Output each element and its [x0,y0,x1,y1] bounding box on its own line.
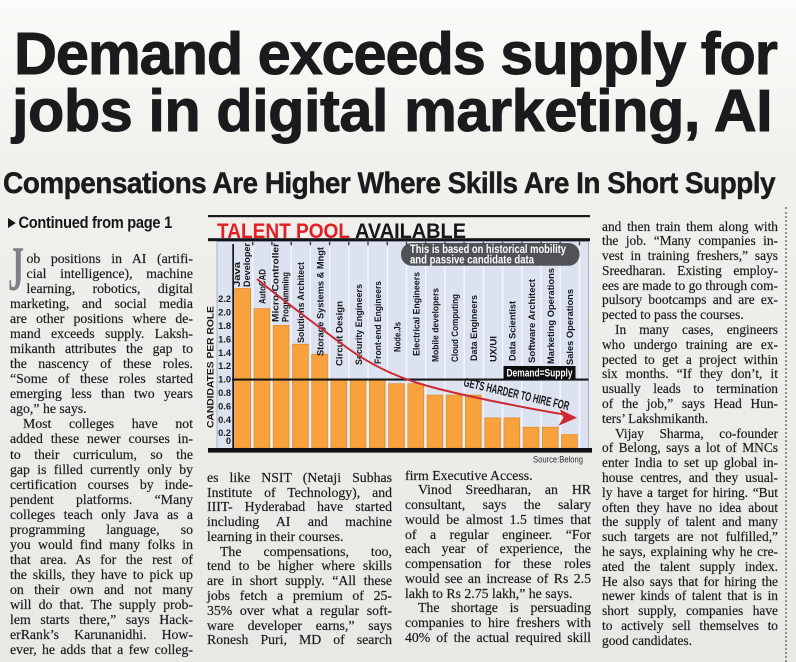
svg-text:Node.Js: Node.Js [392,322,403,352]
svg-text:1.6: 1.6 [218,334,231,344]
svg-text:Developer: Developer [242,243,253,287]
svg-text:Marketing Operations: Marketing Operations [546,268,557,364]
svg-text:CANDIDATES PER ROLE: CANDIDATES PER ROLE [206,306,216,428]
svg-text:Software Architect: Software Architect [527,278,538,363]
svg-text:Micro-Controller: Micro-Controller [271,243,282,322]
svg-text:Mobile developers: Mobile developers [431,288,442,362]
svg-text:Data Engineers: Data Engineers [469,295,480,361]
svg-text:Programming: Programming [281,272,292,322]
svg-text:Source:Belong: Source:Belong [533,455,583,466]
svg-text:Security Engineers: Security Engineers [354,284,365,365]
svg-text:AutoCAD: AutoCAD [258,269,269,304]
svg-text:Front-end Engineers: Front-end Engineers [373,281,384,364]
svg-text:Cloud Computing: Cloud Computing [450,294,461,362]
svg-text:This is based on historical mo: This is based on historical mobility [410,242,566,256]
svg-text:Data Scientist: Data Scientist [508,300,519,361]
svg-text:1.4: 1.4 [218,348,232,358]
svg-text:and passive candidate data: and passive candidate data [410,253,534,267]
svg-text:TALENT POOL: TALENT POOL [217,219,350,243]
svg-text:Solutions Architect: Solutions Architect [296,261,307,343]
svg-text:UX/UI: UX/UI [488,336,499,362]
svg-text:Java: Java [232,261,243,287]
svg-text:Demand=Supply: Demand=Supply [507,368,574,380]
svg-text:Sales Operations: Sales Operations [565,289,576,365]
svg-text:Circuit Design: Circuit Design [335,301,346,366]
svg-text:1.0: 1.0 [218,375,231,385]
svg-text:0.4: 0.4 [218,415,232,425]
svg-text:1.8: 1.8 [218,321,231,331]
svg-text:0.8: 0.8 [218,388,231,398]
svg-text:Storage Systems & Mngt: Storage Systems & Mngt [315,246,326,356]
svg-text:0.6: 0.6 [218,401,231,411]
svg-text:1.2: 1.2 [218,361,231,371]
svg-text:2.2: 2.2 [218,294,231,304]
svg-text:2.0: 2.0 [218,308,231,318]
svg-text:0.2: 0.2 [218,428,231,438]
svg-text:0: 0 [226,436,231,446]
svg-text:Electrical Engineers: Electrical Engineers [412,272,423,356]
svg-text:AVAILABLE: AVAILABLE [355,219,466,243]
